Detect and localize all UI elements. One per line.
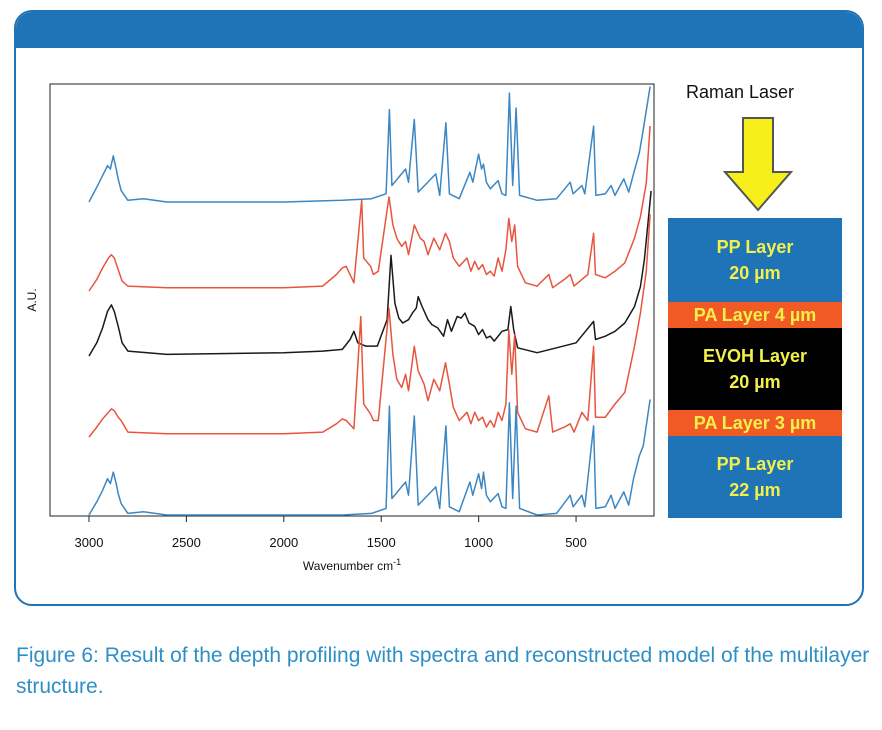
x-axis-label-superscript: -1 <box>393 557 401 567</box>
figure-caption: Figure 6: Result of the depth profiling … <box>16 644 870 698</box>
spectrum-line-1 <box>88 86 651 203</box>
x-tick-label: 2000 <box>269 535 298 550</box>
layer-label: PA Layer 4 µm <box>693 305 817 325</box>
layer-label: PP Layer 20 µm <box>716 237 794 283</box>
layer-pa-bottom: PA Layer 3 µm <box>668 410 842 436</box>
x-tick-label: 3000 <box>75 535 104 550</box>
plot-frame <box>49 83 655 517</box>
spectrum-line-5 <box>88 399 651 516</box>
laser-arrow-icon <box>723 117 793 212</box>
laser-label: Raman Laser <box>686 82 795 102</box>
layer-pp-bottom: PP Layer 22 µm <box>668 436 842 518</box>
layer-label: PA Layer 3 µm <box>693 413 817 433</box>
x-tick-label: 500 <box>565 535 587 550</box>
layer-stack: PP Layer 20 µm PA Layer 4 µm EVOH Layer … <box>668 218 842 518</box>
layer-label: EVOH Layer 20 µm <box>702 346 808 392</box>
spectrum-line-2 <box>88 125 651 292</box>
layer-pp-top: PP Layer 20 µm <box>668 218 842 302</box>
layer-label: PP Layer 22 µm <box>716 454 794 500</box>
x-axis-label: Wavenumber cm-1 <box>303 557 401 573</box>
x-tick-label: 2500 <box>172 535 201 550</box>
spectrum-line-4 <box>88 214 651 438</box>
card-header-bar <box>16 12 862 48</box>
layer-evoh: EVOH Layer 20 µm <box>668 328 842 410</box>
layer-pa-top: PA Layer 4 µm <box>668 302 842 328</box>
x-tick-label: 1000 <box>464 535 493 550</box>
spectrum-line-3 <box>88 190 652 357</box>
x-tick-label: 1500 <box>367 535 396 550</box>
y-axis-label: A.U. <box>25 288 39 311</box>
